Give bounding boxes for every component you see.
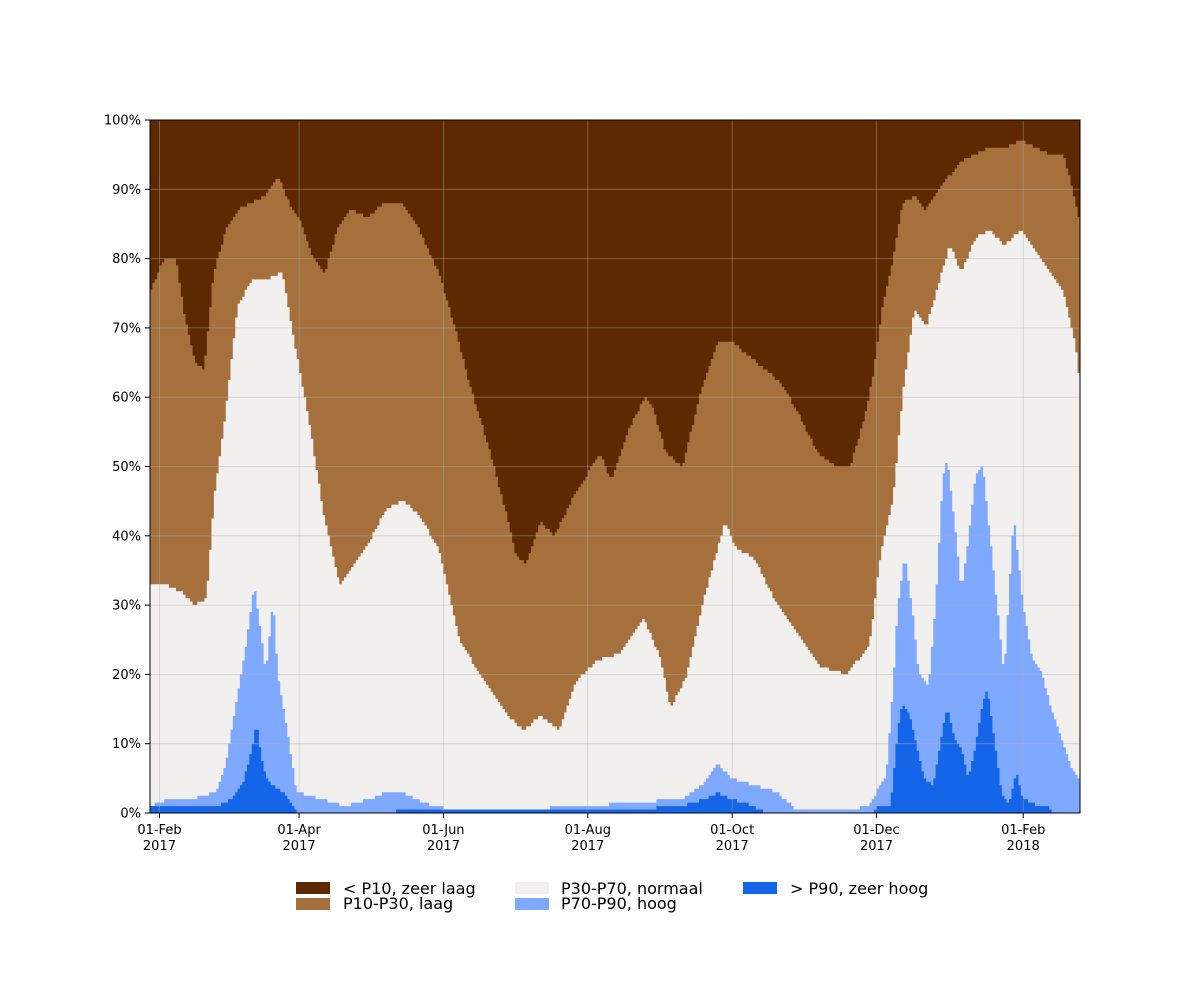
x-tick-label-year: 2017 xyxy=(860,839,893,854)
x-tick-label: 01-Jun xyxy=(422,823,464,838)
legend-swatch-zeer-laag xyxy=(296,882,330,894)
legend-label-normaal: P30-P70, normaal xyxy=(561,879,703,898)
y-tick-label: 10% xyxy=(112,737,141,752)
y-tick-label: 90% xyxy=(112,183,141,198)
x-tick-label: 01-Oct xyxy=(710,823,754,838)
legend-label-zeer-laag: < P10, zeer laag xyxy=(343,879,476,898)
legend-swatch-laag xyxy=(296,898,330,910)
y-tick-label: 40% xyxy=(112,529,141,544)
x-tick-label: 01-Feb xyxy=(1001,823,1045,838)
y-axis: 0% 10% 20% 30% 40% 50% 60% 70% 80% 90% 100% xyxy=(104,114,150,822)
y-tick-label: 20% xyxy=(112,668,141,683)
x-tick-label: 01-Feb xyxy=(137,823,181,838)
legend-swatch-normaal xyxy=(515,882,549,894)
legend-label-zeer-hoog: > P90, zeer hoog xyxy=(790,879,928,898)
y-tick-label: 70% xyxy=(112,321,141,336)
legend-label-hoog: P70-P90, hoog xyxy=(561,894,677,913)
x-tick-label-year: 2017 xyxy=(716,839,749,854)
area-zeer-hoog xyxy=(150,691,1080,813)
x-axis: 01-Feb201701-Apr201701-Jun201701-Aug2017… xyxy=(137,813,1045,854)
x-tick-label-year: 2017 xyxy=(571,839,604,854)
legend-label-laag: P10-P30, laag xyxy=(343,894,453,913)
y-tick-label: 80% xyxy=(112,252,141,267)
y-tick-label: 0% xyxy=(120,807,141,822)
legend-swatch-zeer-hoog xyxy=(743,882,777,894)
y-tick-label: 30% xyxy=(112,599,141,614)
legend-swatch-hoog xyxy=(515,898,549,910)
x-tick-label-year: 2017 xyxy=(143,839,176,854)
y-tick-label: 50% xyxy=(112,460,141,475)
y-tick-label: 60% xyxy=(112,391,141,406)
area-normaal xyxy=(150,230,1080,813)
x-tick-label: 01-Dec xyxy=(853,823,899,838)
x-tick-label-year: 2017 xyxy=(427,839,460,854)
y-tick-label: 100% xyxy=(104,114,141,129)
x-tick-label-year: 2017 xyxy=(283,839,316,854)
x-tick-label: 01-Aug xyxy=(565,823,611,838)
x-tick-label-year: 2018 xyxy=(1007,839,1040,854)
x-tick-label: 01-Apr xyxy=(277,823,321,838)
legend: < P10, zeer laag P10-P30, laag P30-P70, … xyxy=(296,879,928,913)
